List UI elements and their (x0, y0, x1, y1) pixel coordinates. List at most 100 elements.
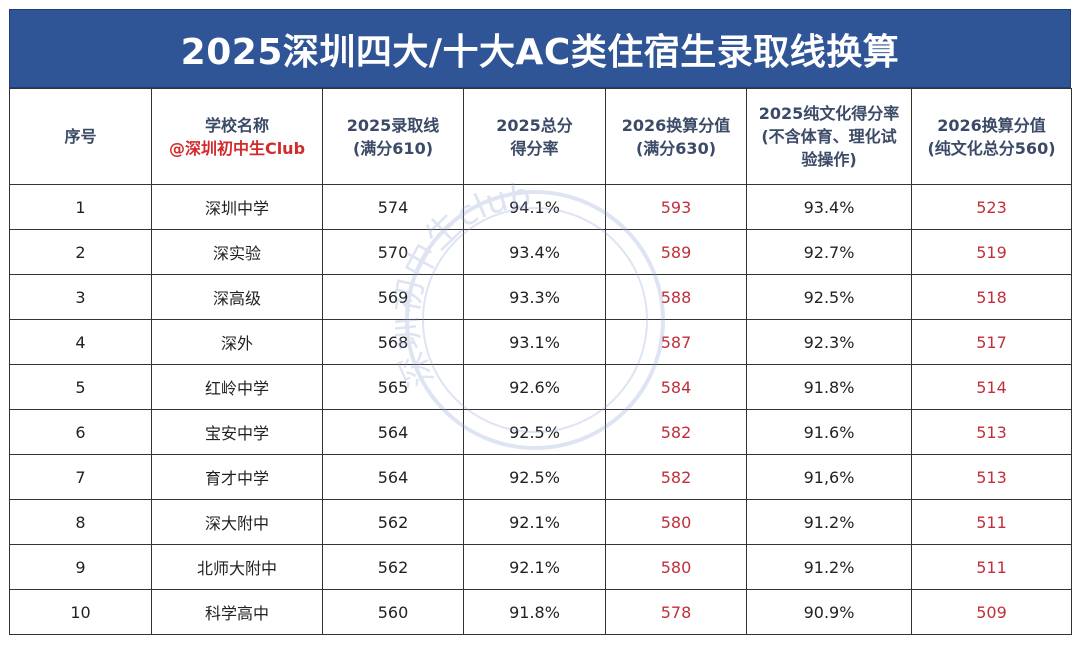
table-cell: 582 (605, 454, 747, 500)
table-cell: 568 (322, 319, 464, 365)
column-header: 学校名称 @深圳初中生Club (151, 88, 323, 185)
table-cell: 科学高中 (151, 589, 323, 635)
table-cell: 92.1% (463, 499, 606, 545)
table-row: 10 科学高中 560 91.8% 578 90.9% 509 (9, 589, 1072, 635)
table-cell: 588 (605, 274, 747, 320)
table-cell: 514 (911, 364, 1072, 410)
column-header: 2026换算分值 (纯文化总分560) (911, 88, 1072, 185)
table-cell: 564 (322, 454, 464, 500)
table-row: 7 育才中学 564 92.5% 582 91,6% 513 (9, 454, 1072, 500)
header-line1: 学校名称 (204, 115, 269, 135)
table-cell: 5 (9, 364, 152, 410)
header-line2: (满分610) (352, 138, 434, 158)
header-line2: (不含体育、理化试验操作) (761, 127, 897, 169)
header-line1: 2025总分 (496, 115, 573, 135)
table-cell: 593 (605, 184, 747, 230)
table-cell: 10 (9, 589, 152, 635)
table-cell: 红岭中学 (151, 364, 323, 410)
table-cell: 93.3% (463, 274, 606, 320)
table-cell: 92.6% (463, 364, 606, 410)
table-cell: 3 (9, 274, 152, 320)
header-line1: 2025录取线 (346, 115, 440, 135)
table-cell: 518 (911, 274, 1072, 320)
table-cell: 深高级 (151, 274, 323, 320)
table-cell: 6 (9, 409, 152, 455)
table-cell: 92.7% (746, 229, 912, 275)
table-cell: 92.5% (463, 409, 606, 455)
table-row: 1 深圳中学 574 94.1% 593 93.4% 523 (9, 184, 1072, 230)
column-header: 序号 (9, 88, 152, 185)
table-cell: 8 (9, 499, 152, 545)
header-line1: 序号 (64, 127, 97, 146)
table-cell: 562 (322, 499, 464, 545)
table-cell: 580 (605, 499, 747, 545)
table-cell: 511 (911, 544, 1072, 590)
table-cell: 91.2% (746, 499, 912, 545)
table-cell: 93.1% (463, 319, 606, 365)
table-cell: 94.1% (463, 184, 606, 230)
table-cell: 564 (322, 409, 464, 455)
table-cell: 92.1% (463, 544, 606, 590)
table-container: 2025深圳四大/十大AC类住宿生录取线换算 序号 学校名称 @深圳初中生Club 2… (9, 9, 1072, 635)
table-cell: 北师大附中 (151, 544, 323, 590)
table-cell: 570 (322, 229, 464, 275)
table-row: 3 深高级 569 93.3% 588 92.5% 518 (9, 274, 1072, 320)
table-cell: 91.6% (746, 409, 912, 455)
table-cell: 93.4% (746, 184, 912, 230)
table-cell: 92.3% (746, 319, 912, 365)
table-cell: 93.4% (463, 229, 606, 275)
header-line1: 2026换算分值 (937, 115, 1046, 135)
table-cell: 92.5% (746, 274, 912, 320)
header-line2: (纯文化总分560) (927, 138, 1056, 158)
table-cell: 587 (605, 319, 747, 365)
table-cell: 深实验 (151, 229, 323, 275)
table-cell: 580 (605, 544, 747, 590)
table-cell: 517 (911, 319, 1072, 365)
table-row: 9 北师大附中 562 92.1% 580 91.2% 511 (9, 544, 1072, 590)
table-row: 5 红岭中学 565 92.6% 584 91.8% 514 (9, 364, 1072, 410)
table-cell: 513 (911, 454, 1072, 500)
table-cell: 4 (9, 319, 152, 365)
table-cell: 578 (605, 589, 747, 635)
table-cell: 91.8% (746, 364, 912, 410)
table-row: 8 深大附中 562 92.1% 580 91.2% 511 (9, 499, 1072, 545)
table-cell: 9 (9, 544, 152, 590)
table-row: 2 深实验 570 93.4% 589 92.7% 519 (9, 229, 1072, 275)
header-line2: 得分率 (510, 138, 559, 158)
table-cell: 91.8% (463, 589, 606, 635)
table-cell: 宝安中学 (151, 409, 323, 455)
page-title: 2025深圳四大/十大AC类住宿生录取线换算 (9, 9, 1071, 88)
table-cell: 509 (911, 589, 1072, 635)
column-header: 2025纯文化得分率 (不含体育、理化试验操作) (746, 88, 912, 185)
table-cell: 育才中学 (151, 454, 323, 500)
table-cell: 7 (9, 454, 152, 500)
table-row: 4 深外 568 93.1% 587 92.3% 517 (9, 319, 1072, 365)
table-cell: 584 (605, 364, 747, 410)
table-cell: 523 (911, 184, 1072, 230)
header-line1: 2025纯文化得分率 (758, 104, 900, 123)
table-cell: 562 (322, 544, 464, 590)
header-line1: 2026换算分值 (621, 115, 731, 135)
table-cell: 569 (322, 274, 464, 320)
table-cell: 深外 (151, 319, 323, 365)
column-header: 2025录取线 (满分610) (322, 88, 464, 185)
admission-table: 序号 学校名称 @深圳初中生Club 2025录取线 (满分610) 2025总分 得分率 2… (9, 88, 1072, 635)
table-cell: 深圳中学 (151, 184, 323, 230)
column-header: 2026换算分值 (满分630) (605, 88, 747, 185)
header-line2: @深圳初中生Club (168, 138, 306, 158)
table-cell: 90.9% (746, 589, 912, 635)
table-cell: 2 (9, 229, 152, 275)
table-row: 6 宝安中学 564 92.5% 582 91.6% 513 (9, 409, 1072, 455)
table-cell: 1 (9, 184, 152, 230)
header-line2: (满分630) (635, 138, 717, 158)
table-cell: 91.2% (746, 544, 912, 590)
table-cell: 深大附中 (151, 499, 323, 545)
table-cell: 511 (911, 499, 1072, 545)
column-header: 2025总分 得分率 (463, 88, 606, 185)
header-row: 序号 学校名称 @深圳初中生Club 2025录取线 (满分610) 2025总分 得分率 2… (9, 88, 1072, 185)
table-cell: 565 (322, 364, 464, 410)
table-cell: 574 (322, 184, 464, 230)
table-cell: 589 (605, 229, 747, 275)
table-cell: 519 (911, 229, 1072, 275)
table-cell: 513 (911, 409, 1072, 455)
